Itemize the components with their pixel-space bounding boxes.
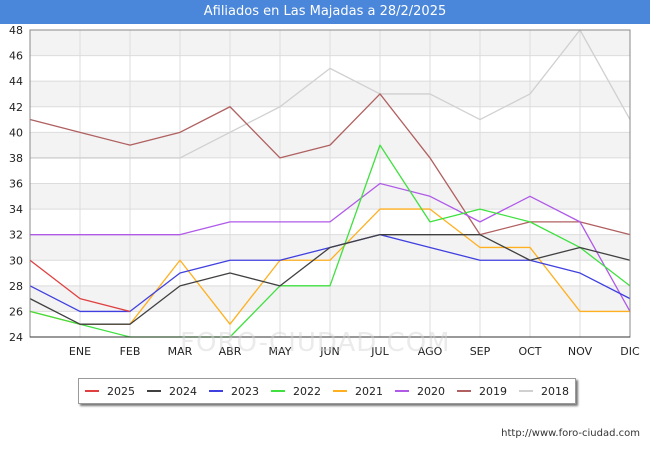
- legend-label: 2021: [355, 384, 383, 398]
- y-tick-label: 48: [9, 24, 23, 37]
- x-tick-label: JUN: [319, 345, 340, 358]
- x-tick-label: SEP: [470, 345, 491, 358]
- x-tick-label: FEB: [120, 345, 141, 358]
- series-line-2025: [29, 259, 131, 313]
- series-line-2020: [30, 182, 631, 312]
- footer-url: http://www.foro-ciudad.com: [501, 428, 640, 439]
- y-tick-label: 46: [9, 50, 23, 63]
- x-tick-label: ABR: [219, 345, 242, 358]
- y-tick-label: 24: [9, 331, 23, 344]
- legend-label: 2024: [169, 384, 197, 398]
- legend-swatch: [209, 390, 223, 392]
- x-tick-label: OCT: [518, 345, 541, 358]
- chart-title: Afiliados en Las Majadas a 28/2/2025: [0, 0, 650, 24]
- legend-label: 2025: [107, 384, 135, 398]
- legend-label: 2018: [541, 384, 569, 398]
- legend-item-2025: 2025: [85, 385, 135, 398]
- series-line-2024: [29, 234, 631, 325]
- tick-labels: 24 26 28 30 32 34 36 38 40 42 44 46 48 ENE FEB MAR ABR MA…: [9, 24, 640, 358]
- series-lines: [29, 29, 631, 338]
- y-tick-label: 34: [9, 203, 23, 216]
- legend-label: 2020: [417, 384, 445, 398]
- legend-swatch: [147, 390, 161, 392]
- legend-item-2024: 2024: [147, 385, 197, 398]
- legend-item-2020: 2020: [395, 385, 445, 398]
- y-tick-label: 32: [9, 229, 23, 242]
- x-tick-label: AGO: [418, 345, 443, 358]
- legend-swatch: [457, 390, 471, 392]
- axes: [29, 29, 631, 338]
- y-tick-label: 40: [9, 126, 23, 139]
- legend-label: 2023: [231, 384, 259, 398]
- series-line-2018: [30, 29, 631, 159]
- x-tick-label: MAY: [269, 345, 292, 358]
- y-tick-label: 38: [9, 152, 23, 165]
- legend-swatch: [85, 390, 99, 392]
- x-tick-label: JUL: [370, 345, 389, 358]
- legend-item-2019: 2019: [457, 385, 507, 398]
- legend: 2025 2024 2023 2022 2021 2020 2019 2018: [78, 378, 576, 404]
- x-tick-label: NOV: [568, 345, 593, 358]
- legend-item-2023: 2023: [209, 385, 259, 398]
- legend-swatch: [395, 390, 409, 392]
- y-tick-label: 30: [9, 254, 23, 267]
- x-tick-label: DIC: [620, 345, 640, 358]
- y-tick-label: 42: [9, 101, 23, 114]
- y-tick-label: 36: [9, 178, 23, 191]
- x-tick-label: ENE: [69, 345, 91, 358]
- legend-swatch: [519, 390, 533, 392]
- legend-item-2021: 2021: [333, 385, 383, 398]
- legend-item-2018: 2018: [519, 385, 569, 398]
- line-chart: 24 26 28 30 32 34 36 38 40 42 44 46 48 ENE FEB MAR ABR MA…: [9, 24, 640, 358]
- legend-item-2022: 2022: [271, 385, 321, 398]
- watermark: FORO-CIUDAD.COM: [180, 328, 451, 358]
- y-tick-label: 26: [9, 305, 23, 318]
- y-tick-label: 28: [9, 280, 23, 293]
- legend-swatch: [333, 390, 347, 392]
- legend-label: 2022: [293, 384, 321, 398]
- legend-label: 2019: [479, 384, 507, 398]
- y-tick-label: 44: [9, 75, 23, 88]
- x-tick-label: MAR: [168, 345, 193, 358]
- legend-swatch: [271, 390, 285, 392]
